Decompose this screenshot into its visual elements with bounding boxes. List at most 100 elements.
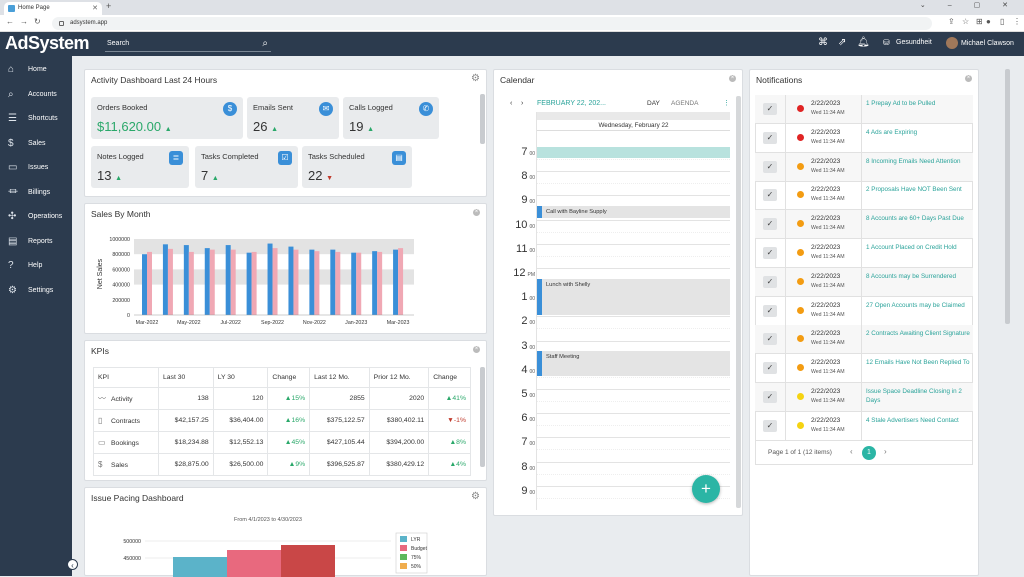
gear-icon[interactable]: ⚙ — [471, 73, 480, 84]
checkmark-icon[interactable]: ✓ — [763, 275, 777, 288]
checkmark-icon[interactable]: ✓ — [763, 189, 777, 202]
checkmark-icon[interactable]: ✓ — [763, 419, 777, 432]
close-tab-icon[interactable]: ✕ — [92, 5, 98, 12]
notification-link[interactable]: Issue Space Deadline Closing in 2 Days — [866, 388, 962, 404]
sidebar-item-help[interactable]: ? Help — [0, 254, 72, 279]
close-icon[interactable]: × — [473, 346, 480, 353]
notification-row[interactable]: ✓ 2/22/2023 Wed 11:34 AM 1 Prepay Ad to … — [755, 95, 973, 124]
reload-icon[interactable]: ↻ — [34, 17, 41, 26]
hour-slot[interactable] — [537, 461, 730, 486]
sidebar-item-operations[interactable]: ✣ Operations — [0, 205, 72, 230]
checkmark-icon[interactable]: ✓ — [763, 304, 777, 317]
extensions-icon[interactable]: ⊞ — [976, 17, 983, 26]
sidebar-item-home[interactable]: ⌂ Home — [0, 58, 72, 83]
stat-notes-logged[interactable]: Notes Logged 13 ▲ ≣ — [91, 146, 189, 188]
app-logo[interactable]: AdSystem — [5, 33, 90, 54]
checkmark-icon[interactable]: ✓ — [763, 247, 777, 259]
hour-slot[interactable] — [537, 413, 730, 437]
date-range[interactable]: FEBRUARY 22, 202... — [537, 100, 606, 107]
notification-link[interactable]: 2 Proposals Have NOT Been Sent — [866, 186, 962, 194]
notification-link[interactable]: 4 Stale Advertisers Need Contact — [866, 416, 959, 424]
hour-slot[interactable] — [537, 268, 730, 292]
hour-slot[interactable] — [537, 316, 730, 340]
close-icon[interactable]: × — [473, 209, 480, 216]
notification-link[interactable]: 2 Contracts Awaiting Client Signature — [866, 330, 970, 338]
next-page-icon[interactable]: › — [884, 447, 887, 456]
next-icon[interactable]: › — [521, 100, 524, 107]
checkmark-icon[interactable]: ✓ — [763, 333, 777, 346]
view-agenda-button[interactable]: AGENDA — [671, 100, 699, 107]
scrollbar[interactable] — [480, 94, 485, 144]
back-icon[interactable]: ← — [6, 17, 14, 26]
sidebar-item-sales[interactable]: $ Sales — [0, 132, 72, 157]
sidebar-item-shortcuts[interactable]: ☰ Shortcuts — [0, 107, 72, 132]
stat-tasks-scheduled[interactable]: Tasks Scheduled 22 ▼ ▤ — [302, 146, 412, 188]
hour-slot[interactable] — [537, 389, 730, 413]
collapse-sidebar-icon[interactable]: ‹ — [67, 559, 78, 570]
notification-row[interactable]: ✓ 2/22/2023 Wed 11:34 AM 4 Ads are Expir… — [755, 123, 973, 153]
sidebar-item-billings[interactable]: ⏛ Billings — [0, 181, 72, 206]
sidebar-item-issues[interactable]: ▭ Issues — [0, 156, 72, 181]
close-icon[interactable]: × — [965, 75, 972, 82]
share-icon[interactable]: ⇪ — [948, 17, 955, 26]
add-event-button[interactable]: + — [692, 475, 720, 503]
forward-icon[interactable]: → — [20, 17, 28, 26]
hour-slot[interactable] — [537, 171, 730, 195]
menu-kebab-icon[interactable]: ⋮ — [1013, 17, 1021, 26]
search-input[interactable]: Search ⌕ — [105, 36, 271, 52]
prev-icon[interactable]: ‹ — [510, 100, 513, 107]
notification-link[interactable]: 27 Open Accounts may be Claimed — [866, 301, 965, 309]
notification-link[interactable]: 8 Accounts may be Surrendered — [866, 272, 956, 280]
window-controls[interactable]: ⌄ – ▢ ✕ — [919, 2, 1018, 9]
gear-icon[interactable]: ⚙ — [471, 491, 480, 502]
notification-link[interactable]: 8 Accounts are 60+ Days Past Due — [866, 215, 964, 223]
event-staff-meeting[interactable]: Staff Meeting — [537, 351, 730, 376]
profile-icon[interactable]: ● — [986, 17, 991, 26]
checkmark-icon[interactable]: ✓ — [763, 131, 777, 144]
hour-slot[interactable] — [537, 485, 730, 510]
search-icon[interactable]: ⌕ — [262, 38, 268, 49]
notification-row[interactable]: ✓ 2/22/2023 Wed 11:34 AM 8 Accounts may … — [755, 267, 973, 297]
calendar-current-slot[interactable] — [537, 147, 730, 158]
prev-page-icon[interactable]: ‹ — [850, 447, 853, 456]
checkmark-icon[interactable]: ✓ — [763, 160, 777, 173]
notification-row[interactable]: ✓ 2/22/2023 Wed 11:34 AM Issue Space Dea… — [755, 383, 973, 412]
notification-row[interactable]: ✓ 2/22/2023 Wed 11:34 AM 1 Account Place… — [755, 239, 973, 268]
notification-row[interactable]: ✓ 2/22/2023 Wed 11:34 AM 2 Contracts Awa… — [755, 325, 973, 355]
checkmark-icon[interactable]: ✓ — [763, 391, 777, 403]
gesundheit-link[interactable]: Gesundheit — [896, 39, 932, 46]
scrollbar[interactable] — [480, 367, 485, 467]
stat-orders-booked[interactable]: Orders Booked $11,620.00 ▲ $ — [91, 97, 243, 139]
page-scrollbar[interactable] — [1005, 69, 1010, 324]
notification-row[interactable]: ✓ 2/22/2023 Wed 11:34 AM 8 Accounts are … — [755, 210, 973, 240]
view-day-button[interactable]: DAY — [647, 100, 660, 107]
close-icon[interactable]: × — [729, 75, 736, 82]
sidebar-item-accounts[interactable]: ⌕ Accounts — [0, 83, 72, 108]
url-input[interactable]: adsystem.app — [52, 17, 932, 30]
hour-slot[interactable] — [537, 243, 730, 268]
scrollbar[interactable] — [736, 96, 741, 508]
checkmark-icon[interactable]: ✓ — [763, 103, 777, 115]
notification-link[interactable]: 4 Ads are Expiring — [866, 128, 918, 136]
hour-slot[interactable] — [537, 437, 730, 461]
event-lunch-shelly[interactable]: Lunch with Shelly — [537, 279, 730, 315]
notification-row[interactable]: ✓ 2/22/2023 Wed 11:34 AM 8 Incoming Emai… — [755, 152, 973, 182]
external-link-icon[interactable]: ⇗ — [838, 37, 847, 48]
notification-row[interactable]: ✓ 2/22/2023 Wed 11:34 AM 2 Proposals Hav… — [755, 181, 973, 211]
checkmark-icon[interactable]: ✓ — [763, 362, 777, 375]
hour-slot[interactable] — [537, 195, 730, 219]
notification-link[interactable]: 1 Prepay Ad to be Pulled — [866, 100, 936, 107]
hour-slot[interactable] — [537, 219, 730, 244]
new-tab-icon[interactable]: + — [106, 1, 112, 11]
hour-slot[interactable] — [537, 340, 730, 365]
bookmark-star-icon[interactable]: ☆ — [962, 17, 970, 26]
checkmark-icon[interactable]: ✓ — [763, 218, 777, 231]
sidebar-item-settings[interactable]: ⚙ Settings — [0, 279, 72, 304]
more-kebab-icon[interactable]: ⋮ — [723, 100, 730, 107]
stat-tasks-completed[interactable]: Tasks Completed 7 ▲ ☑ — [195, 146, 298, 188]
notification-row[interactable]: ✓ 2/22/2023 Wed 11:34 AM 12 Emails Have … — [755, 354, 973, 384]
stat-calls-logged[interactable]: Calls Logged 19 ▲ ✆ — [343, 97, 439, 139]
event-call-bayline[interactable]: Call with Bayline Supply — [537, 206, 730, 218]
command-icon[interactable]: ⌘ — [818, 37, 828, 48]
bell-icon[interactable]: 🔔︎ — [857, 37, 870, 48]
